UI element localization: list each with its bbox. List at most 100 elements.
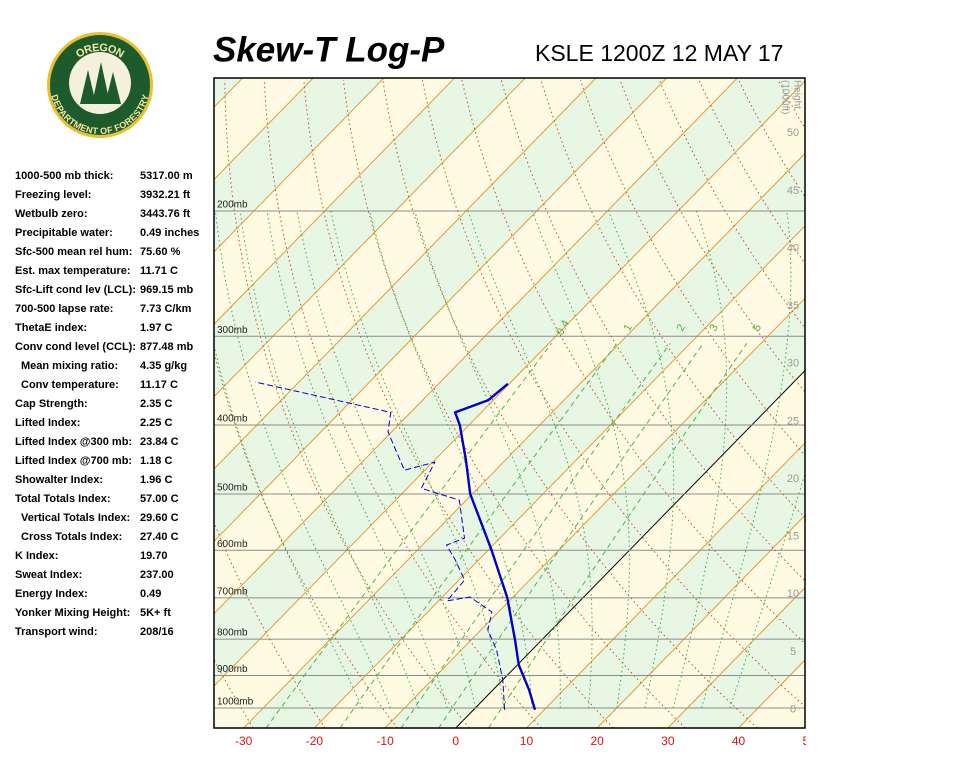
- stat-label: Conv cond level (CCL):: [15, 341, 136, 353]
- dry-adiabat: [500, 79, 805, 582]
- stat-value: 969.15 mb: [140, 284, 193, 296]
- y-tick-label: 800mb: [217, 628, 248, 639]
- stat-label: Cross Totals Index:: [21, 531, 122, 543]
- x-tick-label: -20: [306, 734, 324, 748]
- mixing-ratio-line: [438, 343, 704, 728]
- stat-value: 5K+ ft: [140, 607, 171, 619]
- x-tick-label: 50: [803, 734, 817, 748]
- stat-value: 4.35 g/kg: [140, 360, 187, 372]
- y2-tick-label: 25: [787, 415, 799, 427]
- chart-subtitle: KSLE 1200Z 12 MAY 17: [535, 40, 783, 66]
- x-tick-label: -30: [235, 734, 253, 748]
- y-tick-label: 1000mb: [217, 697, 254, 708]
- isotherm-band: [214, 78, 805, 687]
- mixing-ratio-label: 3: [707, 322, 720, 333]
- y-tick-label: 700mb: [217, 586, 248, 597]
- y2-tick-label: 35: [787, 300, 799, 312]
- chart-title: Skew-T Log-P: [213, 30, 445, 69]
- moist-adiabat: [608, 210, 675, 709]
- isotherm: [214, 78, 455, 325]
- stat-label: Mean mixing ratio:: [21, 360, 118, 372]
- stat-label: ThetaE index:: [15, 322, 87, 334]
- stat-value: 29.60 C: [140, 512, 179, 524]
- logo-tree: [80, 70, 96, 104]
- x-tick-label: -10: [376, 734, 394, 748]
- stat-label: 700-500 lapse rate:: [15, 303, 113, 315]
- stat-value: 877.48 mb: [140, 341, 193, 353]
- stat-label: Cap Strength:: [15, 398, 88, 410]
- y2-tick-label: 30: [787, 358, 799, 370]
- moist-adiabat: [531, 210, 630, 709]
- stat-value: 3443.76 ft: [140, 208, 190, 220]
- stat-label: Lifted Index @300 mb:: [15, 436, 132, 448]
- stat-value: 0.49: [140, 588, 161, 600]
- stat-value: 5317.00 m: [140, 170, 193, 182]
- logo-tree: [105, 72, 121, 104]
- dry-adiabat: [579, 79, 805, 456]
- stats-table: 1000-500 mb thick: 5317.00 m Freezing leve…: [15, 170, 199, 638]
- isotherm-band: [809, 78, 960, 728]
- mixing-ratio-label: 1: [621, 322, 634, 333]
- dry-adiabat: [818, 80, 960, 728]
- y2-tick-label: 40: [787, 242, 799, 254]
- dry-adiabat: [382, 79, 758, 728]
- dry-adiabat: [857, 80, 960, 728]
- stat-label: Showalter Index:: [15, 474, 103, 486]
- y2-axis-title: Height: [791, 80, 802, 109]
- stat-value: 23.84 C: [140, 436, 179, 448]
- y-tick-label: 500mb: [217, 483, 248, 494]
- stat-value: 7.73 C/km: [140, 303, 192, 315]
- stat-label: Conv temperature:: [21, 379, 119, 391]
- stat-label: Wetbulb zero:: [15, 208, 88, 220]
- isotherm: [214, 78, 597, 470]
- moist-adiabat: [467, 210, 593, 709]
- dewpoint-line: [254, 381, 506, 710]
- stat-value: 19.70: [140, 550, 168, 562]
- stat-value: 1.18 C: [140, 455, 172, 467]
- mixing-ratio-line: [400, 343, 671, 728]
- axes: 1000mb 900mb 800mb 700mb 600mb 500mb 400mb 300m…: [217, 80, 817, 748]
- x-tick-label: 30: [661, 734, 675, 748]
- moist-adiabat: [701, 210, 792, 709]
- isotherm: [455, 369, 805, 728]
- stat-label: Lifted Index @700 mb:: [15, 455, 132, 467]
- stat-value: 57.00 C: [140, 493, 179, 505]
- y2-tick-label: 50: [787, 127, 799, 139]
- stat-value: 27.40 C: [140, 531, 179, 543]
- y-tick-label: 400mb: [217, 414, 248, 425]
- stat-label: Lifted Index:: [15, 417, 80, 429]
- y-tick-label: 200mb: [217, 200, 248, 211]
- isotherm-band: [214, 81, 805, 728]
- isotherm: [214, 78, 738, 615]
- stat-value: 75.60 %: [140, 246, 181, 258]
- stat-label: Vertical Totals Index:: [21, 512, 130, 524]
- y-tick-label: 900mb: [217, 664, 248, 675]
- y2-tick-label: 20: [787, 473, 799, 485]
- mixing-ratio-line: [339, 343, 618, 728]
- isotherm: [214, 80, 805, 687]
- stat-label: Freezing level:: [15, 189, 91, 201]
- y2-tick-label: 15: [787, 531, 799, 543]
- stat-value: 11.71 C: [140, 265, 178, 277]
- y2-tick-label: 45: [787, 185, 799, 197]
- temperature-line: [453, 382, 537, 711]
- x-tick-label: 0: [452, 734, 459, 748]
- stat-label: 1000-500 mb thick:: [15, 170, 113, 182]
- dry-adiabat: [897, 80, 960, 728]
- isotherm: [526, 442, 805, 728]
- y2-tick-label: 10: [787, 588, 799, 600]
- y-tick-label: 300mb: [217, 325, 248, 336]
- x-tick-label: 10: [520, 734, 534, 748]
- isotherm: [314, 225, 805, 728]
- x-tick-labels: -30 -20 -10 0 10 20 30 40 50: [235, 734, 817, 748]
- stat-value: 237.00: [140, 569, 174, 581]
- logo-tree: [92, 62, 110, 104]
- stat-label: Energy Index:: [15, 588, 88, 600]
- stat-label: K Index:: [15, 550, 58, 562]
- stat-value: 2.35 C: [140, 398, 172, 410]
- stat-label: Transport wind:: [15, 626, 98, 638]
- y-tick-label: 600mb: [217, 539, 248, 550]
- x-tick-label: 20: [590, 734, 604, 748]
